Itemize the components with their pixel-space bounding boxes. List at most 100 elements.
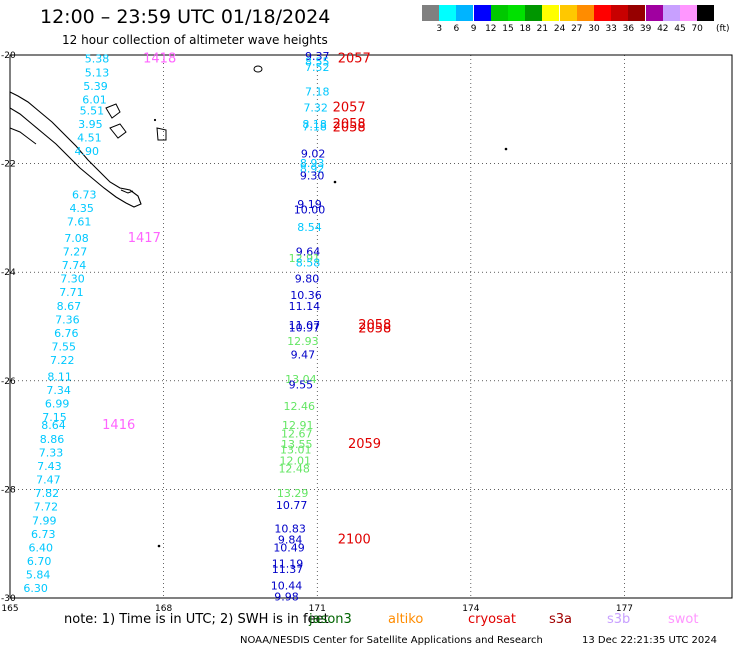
satellite-cryosat: cryosat <box>468 612 516 627</box>
wave-height-label: 6.99 <box>45 398 70 411</box>
wave-height-label: 11.07 <box>289 319 321 332</box>
wave-height-label: 8.67 <box>57 300 82 313</box>
color-swatch <box>611 5 629 21</box>
wave-height-label: 12.01 <box>279 455 311 468</box>
wave-height-label: 6.01 <box>82 93 107 106</box>
wave-height-label: 8.64 <box>41 419 66 432</box>
color-scale-label: 15 <box>502 24 514 34</box>
longitude-label: 165 <box>1 604 18 614</box>
coastline-islet <box>504 147 508 151</box>
pass-time-label: 2059 <box>348 437 381 452</box>
wave-height-label: 9.19 <box>297 198 322 211</box>
wave-height-label: 6.76 <box>54 327 79 340</box>
pass-time-label: 2058 <box>358 322 391 337</box>
wave-height-label: 6.73 <box>72 188 97 201</box>
coastline-islet <box>157 544 161 548</box>
wave-height-label: 8.11 <box>47 370 72 383</box>
wave-height-label: 7.22 <box>50 354 75 367</box>
color-scale-label: 6 <box>453 24 460 34</box>
wave-height-label: 7.08 <box>64 232 89 245</box>
wave-height-label: 7.74 <box>62 259 87 272</box>
wave-height-label: 6.70 <box>27 555 52 568</box>
wave-height-label: 6.73 <box>31 528 56 541</box>
longitude-label: 174 <box>462 604 479 614</box>
page-subtitle: 12 hour collection of altimeter wave hei… <box>62 33 328 47</box>
coastline-mare <box>156 127 167 141</box>
color-swatch <box>576 5 594 21</box>
coastline-islet <box>333 180 337 184</box>
color-scale-label: 45 <box>674 24 686 34</box>
color-scale-label: 39 <box>639 24 652 34</box>
color-scale-label: 30 <box>588 24 600 34</box>
wave-height-label: 7.55 <box>52 341 77 354</box>
color-scale-label: 9 <box>470 24 477 34</box>
color-scale-label: 27 <box>571 24 583 34</box>
pass-time-label: 2058 <box>358 318 391 333</box>
wave-height-label: 6.40 <box>28 541 53 554</box>
wave-height-label: 12.93 <box>287 335 319 348</box>
coastline-detail <box>9 127 37 145</box>
color-swatch <box>697 5 715 21</box>
wave-height-label: 7.34 <box>46 384 71 397</box>
pass-time-label: 1417 <box>128 231 161 246</box>
wave-height-label: 6.30 <box>23 582 48 595</box>
wave-height-label: 7.32 <box>303 102 328 115</box>
coastline-islet <box>153 118 157 122</box>
wave-height-label: 13.55 <box>281 438 313 451</box>
wave-height-label: 5.84 <box>26 569 51 582</box>
color-swatch <box>542 5 560 21</box>
color-swatch <box>490 5 508 21</box>
wave-height-label: 4.90 <box>75 145 100 158</box>
wave-height-label: 8.55 <box>305 55 330 68</box>
latitude-label: -24 <box>1 268 16 278</box>
wave-height-label: 9.02 <box>301 148 326 161</box>
coastline-walpole <box>253 65 263 73</box>
wave-height-label: 4.51 <box>77 131 102 144</box>
footer-timestamp: 13 Dec 22:21:35 UTC 2024 <box>582 635 717 646</box>
pass-time-label: 2058 <box>333 121 366 136</box>
wave-height-label: 11.19 <box>272 558 304 571</box>
wave-height-label: 7.61 <box>67 216 92 229</box>
wave-height-label: 7.30 <box>60 273 85 286</box>
wave-height-label: 9.98 <box>274 590 299 603</box>
color-scale-label: 33 <box>605 24 617 34</box>
color-swatch <box>422 5 439 21</box>
wave-height-label: 7.27 <box>63 245 88 258</box>
wave-height-label: 10.49 <box>273 541 305 554</box>
color-scale-unit: (ft) <box>716 24 730 34</box>
satellite-altiko: altiko <box>388 612 424 627</box>
wave-height-label: 5.39 <box>83 80 108 93</box>
wave-height-label: 7.99 <box>32 514 57 527</box>
page-title: 12:00 – 23:59 UTC 01/18/2024 <box>40 6 331 28</box>
color-swatch <box>662 5 680 21</box>
wave-height-label: 5.13 <box>85 66 110 79</box>
pass-time-label: 2058 <box>333 117 366 132</box>
footer-credit: NOAA/NESDIS Center for Satellite Applica… <box>240 635 543 646</box>
pass-time-label: 2100 <box>338 532 371 547</box>
wave-height-label: 12.67 <box>281 427 313 440</box>
wave-height-label: 7.52 <box>305 61 330 74</box>
wave-height-label: 8.92 <box>300 162 325 175</box>
color-scale-label: 3 <box>436 24 443 34</box>
wave-height-label: 12.91 <box>289 252 321 265</box>
pass-time-label: 1416 <box>102 418 135 433</box>
pass-time-label: 1418 <box>143 52 176 67</box>
wave-height-label: 7.71 <box>59 286 84 299</box>
color-scale-label: 24 <box>553 24 566 34</box>
latitude-label: -28 <box>1 485 16 495</box>
wave-height-label: 7.15 <box>42 411 67 424</box>
satellite-swot: swot <box>668 612 699 627</box>
wave-height-label: 3.95 <box>78 118 103 131</box>
wave-height-label: 7.47 <box>36 474 61 487</box>
wave-height-label: 12.91 <box>282 419 314 432</box>
wave-height-label: 8.86 <box>40 433 65 446</box>
color-swatch <box>508 5 525 21</box>
color-swatch <box>645 5 663 21</box>
wave-height-label: 8.58 <box>296 256 321 269</box>
pass-time-label: 2057 <box>333 101 366 116</box>
wave-height-label: 7.18 <box>305 85 330 98</box>
wave-height-label: 9.37 <box>305 50 330 63</box>
wave-height-label: 10.36 <box>290 289 322 302</box>
latitude-label: -26 <box>1 377 16 387</box>
